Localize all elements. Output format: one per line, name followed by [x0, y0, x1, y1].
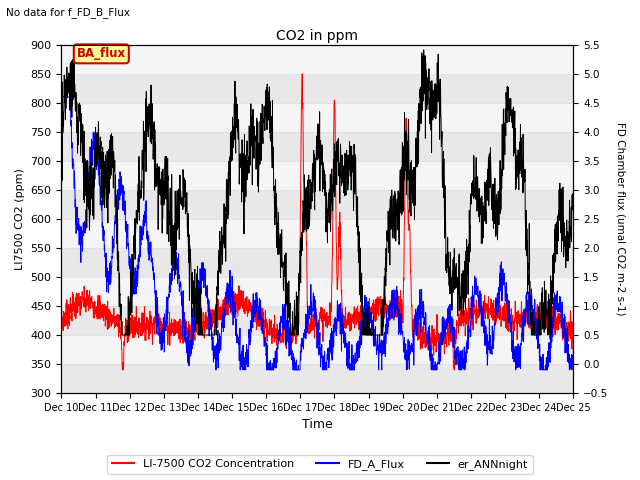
FD_A_Flux [524, 304, 532, 310]
er_ANNnight [539, 313, 547, 319]
Y-axis label: LI7500 CO2 (ppm): LI7500 CO2 (ppm) [15, 168, 25, 270]
FD_A_Flux [570, 345, 577, 351]
Bar [61, 364, 573, 393]
Bar [61, 277, 573, 306]
LI-7500 CO2 Concentration [118, 367, 126, 373]
LI-7500 CO2 Concentration [539, 312, 547, 317]
LI-7500 CO2 Concentration [344, 317, 351, 323]
FD_A_Flux [332, 316, 340, 322]
er_ANNnight [332, 148, 340, 154]
Bar [61, 45, 573, 73]
FD_A_Flux [343, 341, 351, 347]
LI-7500 CO2 Concentration [200, 335, 208, 340]
FD_A_Flux [539, 367, 547, 373]
er_ANNnight [343, 173, 351, 179]
Title: CO2 in ppm: CO2 in ppm [276, 29, 358, 43]
Bar [61, 73, 573, 103]
Line: FD_A_Flux: FD_A_Flux [61, 97, 573, 370]
LI-7500 CO2 Concentration [467, 305, 474, 311]
X-axis label: Time: Time [302, 419, 333, 432]
er_ANNnight [58, 154, 65, 160]
er_ANNnight [467, 214, 474, 220]
FD_A_Flux [200, 276, 208, 282]
Y-axis label: FD Chamber flux (umal CO2 m-2 s-1): FD Chamber flux (umal CO2 m-2 s-1) [615, 122, 625, 315]
Legend: LI-7500 CO2 Concentration, FD_A_Flux, er_ANNnight: LI-7500 CO2 Concentration, FD_A_Flux, er… [108, 455, 532, 474]
Text: No data for f_FD_B_Flux: No data for f_FD_B_Flux [6, 7, 131, 18]
FD_A_Flux [58, 94, 65, 100]
Bar [61, 103, 573, 132]
Bar [61, 132, 573, 161]
Text: BA_flux: BA_flux [77, 48, 126, 60]
Bar [61, 335, 573, 364]
Bar [61, 190, 573, 219]
Line: LI-7500 CO2 Concentration: LI-7500 CO2 Concentration [61, 74, 573, 370]
er_ANNnight [525, 266, 532, 272]
er_ANNnight [118, 332, 125, 338]
LI-7500 CO2 Concentration [570, 338, 577, 344]
LI-7500 CO2 Concentration [525, 304, 532, 310]
Line: er_ANNnight: er_ANNnight [61, 50, 573, 335]
LI-7500 CO2 Concentration [332, 240, 340, 245]
LI-7500 CO2 Concentration [298, 71, 306, 77]
er_ANNnight [570, 200, 577, 205]
Bar [61, 161, 573, 190]
Bar [61, 306, 573, 335]
Bar [61, 248, 573, 277]
FD_A_Flux [466, 325, 474, 331]
er_ANNnight [420, 47, 428, 53]
LI-7500 CO2 Concentration [58, 306, 65, 312]
Bar [61, 219, 573, 248]
FD_A_Flux [212, 367, 220, 373]
er_ANNnight [200, 332, 208, 338]
